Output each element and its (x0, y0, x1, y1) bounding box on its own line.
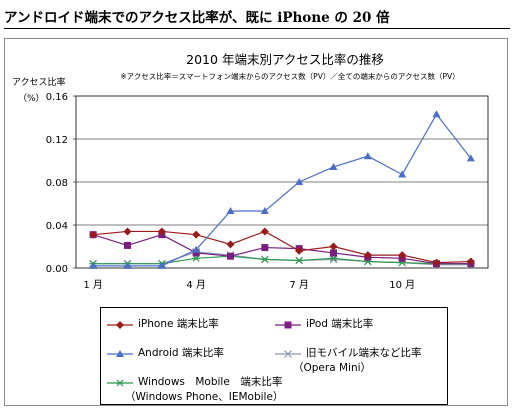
data-point-star (260, 255, 269, 263)
y-tick-label: 0.08 (46, 178, 68, 189)
data-point-star (116, 379, 124, 387)
legend-symbol (275, 350, 301, 358)
data-point-diamond (260, 227, 269, 236)
data-point-triangle (89, 261, 98, 269)
data-point-triangle (192, 245, 201, 253)
legend-label-line2: （Windows Phone、IEMobile） (125, 391, 284, 403)
chart-title: 2010 年端末別アクセス比率の推移 (186, 52, 384, 67)
x-tick-label: 4 月 (186, 279, 206, 291)
series-line (93, 113, 472, 267)
legend-label: Windows Mobile 端末比率 (138, 376, 283, 388)
data-point-star (295, 257, 304, 264)
data-point-triangle (116, 350, 124, 357)
legend-symbol (275, 321, 301, 329)
series-line (93, 230, 471, 264)
data-point-triangle (363, 152, 372, 160)
legend-symbol (107, 321, 133, 329)
data-point-diamond (432, 258, 441, 267)
data-point-triangle (329, 162, 338, 170)
data-point-diamond (363, 251, 372, 260)
data-point-triangle (123, 261, 132, 269)
data-point-diamond (116, 321, 124, 329)
data-point-square (227, 252, 234, 260)
data-point-diamond (466, 257, 475, 266)
series-line-group (89, 252, 475, 268)
y-axis-unit: （%） (18, 93, 45, 104)
series-line (93, 255, 471, 265)
chart-legend: iPhone 端末比率 iPod 端末比率 Android 端末比率 旧モバイル端末な… (100, 307, 448, 405)
page-headline: アンドロイド端末でのアクセス比率が、既に iPhone の 20 倍 (4, 10, 390, 26)
data-point-triangle (226, 207, 235, 215)
data-point-triangle (398, 170, 407, 178)
legend-label-line2: （Opera Mini） (293, 362, 372, 374)
data-point-diamond (329, 242, 338, 251)
data-point-diamond (226, 240, 235, 249)
legend-label: iPod 端末比率 (306, 318, 374, 330)
x-tick-label: 10 月 (389, 279, 415, 291)
chart-frame (4, 38, 508, 406)
series-line-group (89, 110, 475, 269)
series-line (92, 234, 471, 265)
y-tick-label: 0.00 (46, 264, 68, 275)
data-point-diamond (123, 227, 132, 236)
chart-subtitle: ※アクセス比率＝スマートフォン端末からのアクセス数（PV）／全ての端末からのアク… (120, 71, 459, 81)
legend-symbol (107, 379, 133, 387)
legend-label: Android 端末比率 (138, 347, 224, 359)
data-point-diamond (89, 230, 98, 239)
data-point-square (330, 249, 337, 257)
data-point-square (192, 249, 200, 257)
y-tick-label: 0.12 (46, 135, 68, 146)
data-point-square (284, 321, 292, 329)
data-point-triangle (260, 207, 269, 215)
data-point-triangle (295, 178, 304, 185)
data-point-diamond (398, 251, 407, 260)
data-point-x (329, 255, 338, 264)
y-tick-label: 0.16 (46, 92, 68, 103)
y-axis-label: アクセス比率 (12, 76, 66, 88)
data-point-triangle (157, 261, 166, 269)
series-line-group (89, 231, 475, 268)
data-point-triangle (466, 154, 475, 162)
data-point-x (284, 350, 292, 358)
x-tick-label: 7 月 (289, 279, 309, 291)
data-point-diamond (295, 246, 304, 255)
data-point-diamond (192, 230, 201, 239)
series-line-group (89, 227, 475, 267)
headline-divider (4, 28, 510, 29)
data-point-triangle (432, 110, 441, 118)
x-tick-label: 1 月 (83, 279, 103, 291)
legend-label: iPhone 端末比率 (138, 318, 219, 330)
data-point-diamond (157, 227, 166, 236)
legend-symbol (107, 350, 133, 357)
data-point-square (124, 241, 131, 249)
legend-label: 旧モバイル端末など比率 (306, 347, 422, 359)
plot-area: 0.00 0.04 0.08 0.12 0.16 1 月 4 月 7 月 10 月 (46, 92, 489, 291)
data-point-square (261, 244, 269, 252)
y-tick-label: 0.04 (46, 221, 68, 232)
